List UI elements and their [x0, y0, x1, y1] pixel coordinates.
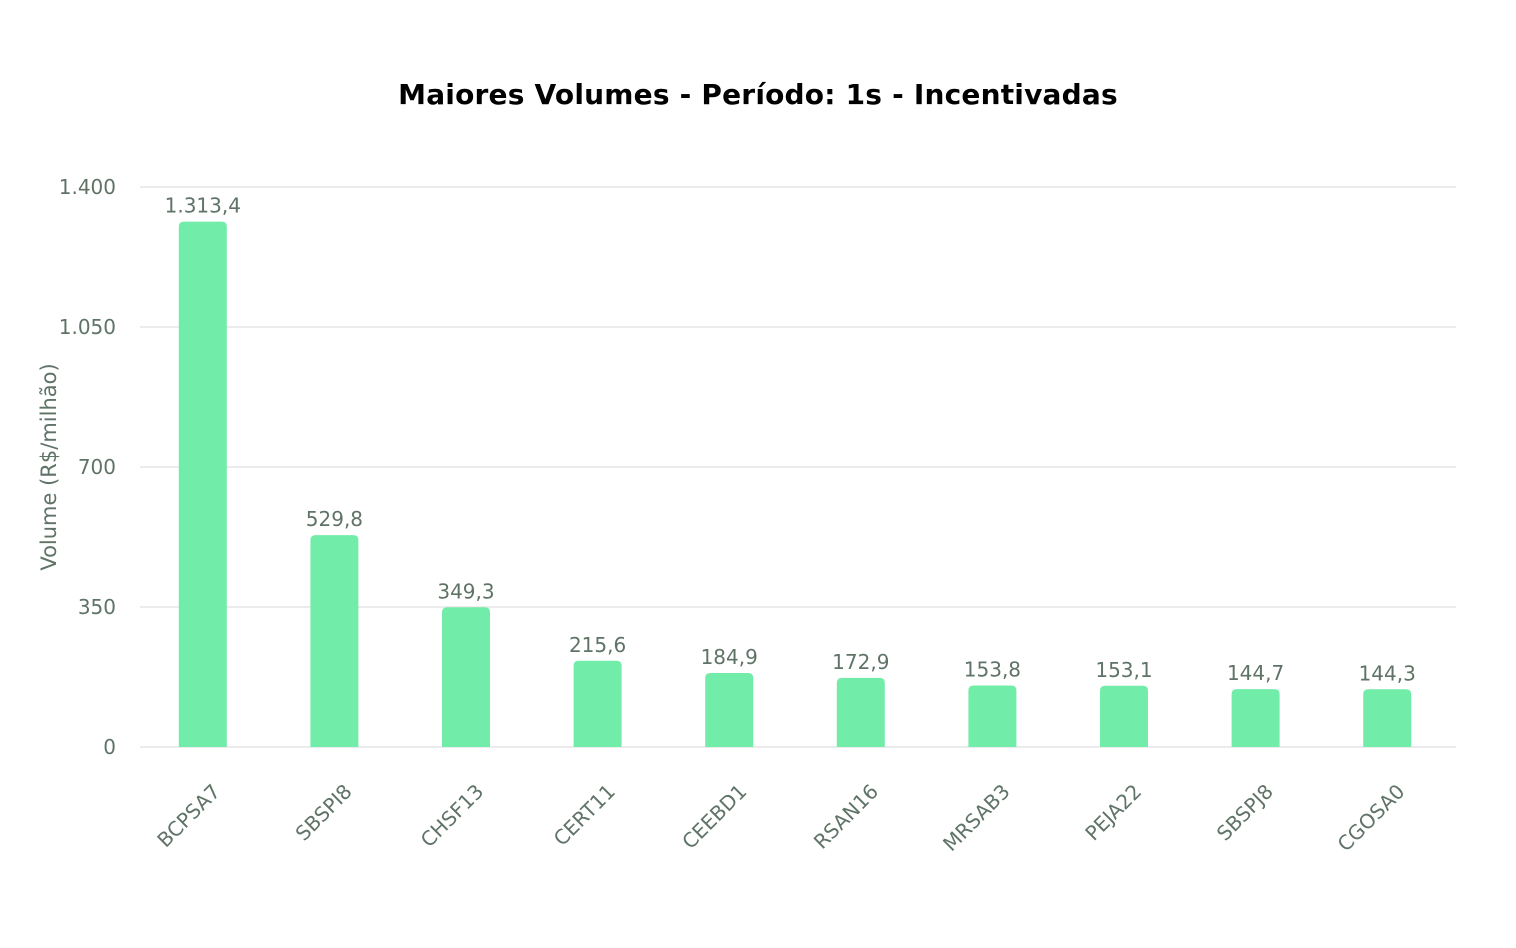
data-label-cert11: 215,6: [569, 633, 626, 657]
data-label-ceebd1: 184,9: [701, 645, 758, 669]
data-label-sbspj8: 144,7: [1227, 661, 1284, 685]
x-tick-label-rsan16: RSAN16: [809, 779, 883, 853]
y-axis-title: Volume (R$/milhão): [37, 363, 61, 570]
x-tick-label-chsf13: CHSF13: [416, 779, 489, 852]
x-tick-label-mrsab3: MRSAB3: [938, 779, 1015, 856]
y-tick-label: 1.400: [59, 175, 116, 199]
data-label-rsan16: 172,9: [832, 650, 889, 674]
bar-sbspj8: [1231, 689, 1280, 747]
bar-mrsab3: [968, 685, 1017, 747]
bar-peja22: [1100, 685, 1148, 747]
bar-ceebd1: [705, 673, 754, 747]
bar-bcpsa7: [178, 221, 227, 747]
x-tick-label-cgosa0: CGOSA0: [1333, 779, 1410, 856]
x-tick-label-sbspj8: SBSPJ8: [1212, 779, 1278, 845]
data-label-bcpsa7: 1.313,4: [165, 194, 241, 218]
x-tick-label-sbspi8: SBSPI8: [291, 779, 357, 845]
data-label-cgosa0: 144,3: [1359, 661, 1416, 685]
x-axis-categories: BCPSA7 SBSPI8 CHSF13 CERT11 CEEBD1 RSAN16 MRSA…: [152, 779, 1409, 856]
data-label-mrsab3: 153,8: [964, 657, 1021, 681]
chart-title: Maiores Volumes - Período: 1s - Incentiv…: [398, 78, 1118, 111]
bars: [178, 221, 1412, 747]
data-label-peja22: 153,1: [1095, 658, 1152, 682]
data-label-chsf13: 349,3: [437, 579, 494, 603]
x-tick-label-cert11: CERT11: [549, 779, 620, 850]
bar-cert11: [573, 660, 622, 747]
y-tick-label: 0: [103, 735, 116, 759]
y-axis-ticks: 0 350 700 1.050 1.400: [59, 175, 116, 759]
data-labels: 1.313,4 529,8 349,3 215,6 184,9 172,9 153,8 153…: [165, 194, 1416, 686]
x-tick-label-ceebd1: CEEBD1: [677, 779, 751, 853]
data-label-sbspi8: 529,8: [306, 507, 363, 531]
bar-rsan16: [836, 677, 885, 747]
y-tick-label: 700: [78, 455, 116, 479]
x-tick-label-bcpsa7: BCPSA7: [152, 779, 225, 852]
y-tick-label: 1.050: [59, 315, 116, 339]
bar-cgosa0: [1363, 689, 1412, 747]
y-tick-label: 350: [78, 595, 116, 619]
bar-chsf13: [442, 607, 490, 747]
x-tick-label-peja22: PEJA22: [1080, 779, 1146, 845]
bar-sbspi8: [310, 535, 359, 747]
